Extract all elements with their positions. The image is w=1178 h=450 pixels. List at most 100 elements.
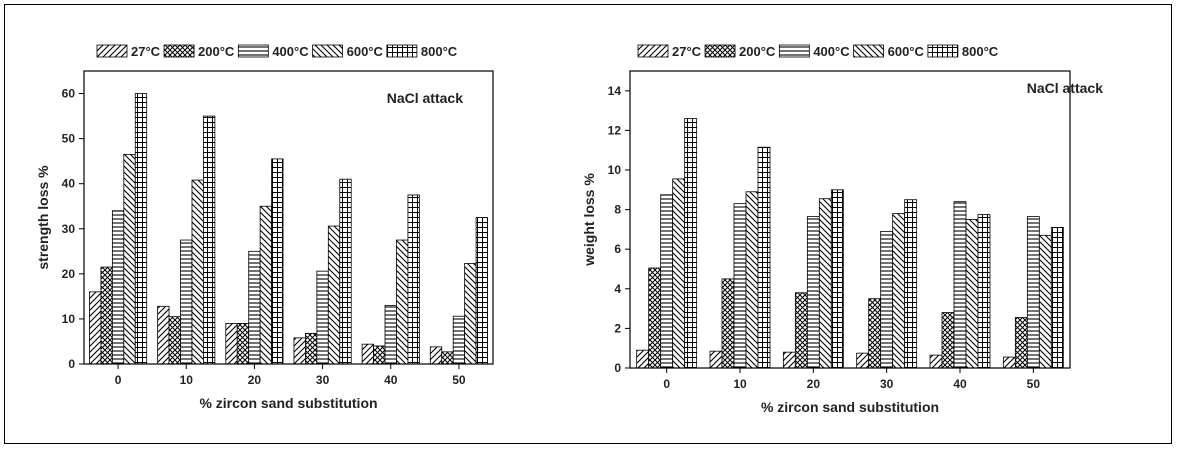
bar-grid-cat-0 [684,118,698,369]
y-tick-label: 40 [62,177,76,191]
bar-cross-cat-30 [305,332,318,365]
legend-swatch-grid [927,44,959,58]
legend-label: 800°C [962,44,999,59]
figure-frame: 0 10 20 30 40 50 60 0 10 20 30 40 50% zircon sand su… [4,4,1172,444]
y-tick-label: 60 [62,87,76,101]
x-tick-label: 20 [807,377,821,391]
bar-horizontal-cat-10 [180,239,193,365]
bar-diag-left-cat-50 [464,263,477,365]
bar-cross-cat-50 [1014,317,1028,369]
legend-label: 27°C [672,44,702,59]
y-tick-label: 50 [62,132,76,146]
legend-swatch-diag-right [637,44,669,58]
legend-label: 800°C [421,44,458,59]
bar-diag-right-cat-20 [782,351,796,369]
bar-diag-left-cat-40 [965,219,979,369]
bar-grid-cat-50 [1050,227,1064,369]
bar-diag-left-cat-40 [396,239,409,365]
bar-grid-cat-20 [271,158,284,365]
bar-diag-left-cat-30 [892,213,906,369]
legend-label: 600°C [888,44,925,59]
bar-cross-cat-30 [868,298,882,369]
legend: 27°C 200°C 400°C 600°C 800°C [637,44,999,59]
x-tick-label: 50 [1027,377,1041,391]
annotation-label: NaCl attack [1027,80,1103,96]
bar-diag-right-cat-50 [429,346,443,365]
bar-grid-cat-10 [203,115,216,365]
bar-diag-left-cat-0 [672,178,686,369]
legend-swatch-cross [163,44,195,58]
legend-swatch-diag-left [853,44,885,58]
y-tick-label: 30 [62,222,76,236]
bar-diag-left-cat-50 [1038,234,1052,369]
x-tick-label: 40 [953,377,967,391]
y-tick-label: 10 [608,163,622,177]
y-axis-title: weight loss % [581,173,597,267]
bar-horizontal-cat-30 [316,270,329,365]
x-tick-label: 0 [663,377,670,391]
bar-cross-cat-0 [100,266,113,365]
x-axis-title: % zircon sand substitution [199,395,377,411]
legend-label: 200°C [198,44,235,59]
bar-grid-cat-30 [904,199,918,369]
y-tick-label: 20 [62,267,76,281]
bar-horizontal-cat-20 [248,250,261,365]
x-tick-label: 40 [384,373,398,387]
bar-grid-cat-20 [830,189,844,369]
plot-frame [83,70,494,365]
bar-diag-right-cat-30 [856,352,870,369]
bar-horizontal-cat-30 [880,230,894,369]
bar-horizontal-cat-20 [806,216,820,369]
bar-cross-cat-10 [168,316,181,365]
chart-2: 0 2 4 6 8 10 12 14 0 10 20 30 40 50 % zircon sand subs… [581,44,1103,415]
legend-label: 600°C [347,44,384,59]
bar-diag-right-cat-0 [89,291,102,365]
legend-label: 27°C [131,44,161,59]
bar-diag-right-cat-10 [709,350,723,369]
x-tick-label: 20 [248,373,262,387]
bar-grid-cat-30 [339,178,352,365]
y-tick-label: 4 [614,282,621,296]
bar-cross-cat-20 [794,292,808,369]
legend: 27°C 200°C 400°C 600°C 800°C [96,44,458,59]
bar-grid-cat-0 [134,93,148,365]
bar-horizontal-cat-0 [111,210,125,365]
bar-grid-cat-50 [475,217,488,365]
legend-label: 400°C [272,44,309,59]
annotation-label: NaCl attack [387,90,463,106]
bar-diag-left-cat-10 [745,191,759,369]
bar-cross-cat-50 [441,351,454,365]
bar-horizontal-cat-40 [953,201,967,369]
bar-cross-cat-20 [236,323,250,365]
y-tick-label: 2 [614,321,621,335]
x-tick-label: 10 [733,377,747,391]
y-tick-label: 0 [614,361,621,375]
legend-swatch-diag-right [96,44,128,58]
legend-swatch-cross [704,44,736,58]
bar-diag-right-cat-30 [293,337,306,365]
bar-cross-cat-40 [941,312,955,369]
x-tick-label: 30 [880,377,894,391]
y-tick-label: 0 [68,357,75,371]
chart-1: 0 10 20 30 40 50 60 0 10 20 30 40 50 % zircon sand su… [35,44,494,411]
bar-diag-left-cat-30 [327,225,341,365]
legend-swatch-grid [386,44,418,58]
bar-diag-right-cat-20 [225,323,238,365]
bar-diag-right-cat-10 [157,305,170,365]
legend-swatch-horizontal [778,44,810,58]
bar-diag-right-cat-50 [1002,356,1016,369]
bar-diag-left-cat-0 [123,153,136,365]
bar-horizontal-cat-50 [1026,216,1040,369]
bar-grid-cat-40 [977,214,991,369]
y-tick-label: 14 [608,84,622,98]
x-tick-label: 0 [115,373,122,387]
x-tick-label: 10 [180,373,194,387]
legend-label: 200°C [739,44,776,59]
y-tick-label: 12 [608,123,622,137]
bar-diag-right-cat-0 [636,349,650,369]
bar-cross-cat-10 [721,278,735,369]
bar-diag-left-cat-10 [191,179,204,365]
x-tick-label: 30 [316,373,330,387]
